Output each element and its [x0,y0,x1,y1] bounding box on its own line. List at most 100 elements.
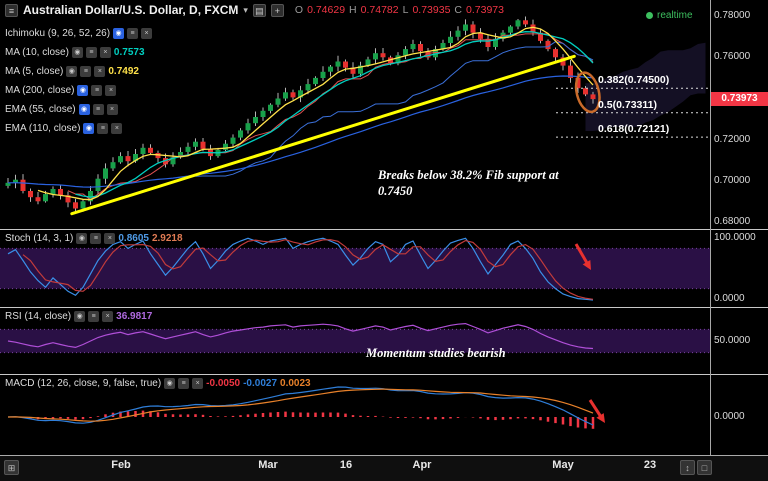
visibility-icon[interactable]: ◉ [83,122,95,134]
candle-body [463,24,468,31]
rsi-legend[interactable]: RSI (14, close) ◉ ≡ × 36.9817 [5,310,152,322]
panel-separator[interactable] [0,374,768,375]
indicator-label[interactable]: Ichimoku (9, 26, 52, 26) [5,27,111,39]
visibility-icon[interactable]: ◉ [76,232,88,244]
menu-icon[interactable]: ≡ [5,3,18,17]
time-axis-menu-icon[interactable]: ⊞ [4,460,19,475]
candle-body [560,57,566,66]
candle-body [50,189,56,195]
time-tick: 23 [643,459,657,471]
macd-legend[interactable]: MACD (12, 26, close, 9, false, true) ◉ ≡… [5,377,311,389]
candle-body [478,32,483,39]
visibility-icon[interactable]: ◉ [77,84,89,96]
candle-body [170,157,176,165]
macd-line-value: -0.0027 [243,377,278,389]
candle-body [290,92,296,98]
visibility-icon[interactable]: ◉ [66,65,78,77]
indicator-row-ma200[interactable]: MA (200, close) ◉ ≡ × [5,84,117,96]
indicator-label[interactable]: Stoch (14, 3, 1) [5,232,74,244]
candle-body [515,20,521,27]
close-icon[interactable]: × [105,84,117,96]
candle-body [455,30,461,37]
maximize-icon[interactable]: □ [697,460,712,475]
candle-body [253,117,258,124]
settings-icon[interactable]: ≡ [90,232,102,244]
settings-icon[interactable]: ≡ [97,122,109,134]
settings-icon[interactable]: ≡ [88,310,100,322]
settings-icon[interactable]: ≡ [91,84,103,96]
indicator-row-ema110[interactable]: EMA (110, close) ◉ ≡ × [5,122,123,134]
panel-separator[interactable] [0,229,768,230]
compare-icon[interactable]: + [270,3,284,17]
symbol-title[interactable]: Australian Dollar/U.S. Dollar, D, FXCM [23,3,239,17]
chart-canvas[interactable] [0,0,768,455]
indicator-row-ichimoku[interactable]: Ichimoku (9, 26, 52, 26) ◉ ≡ × [5,27,153,39]
close-icon[interactable]: × [102,310,114,322]
close-icon[interactable]: × [94,65,106,77]
close-icon[interactable]: × [106,103,118,115]
candle-body [448,36,453,43]
candle-body [35,197,41,202]
indicator-label[interactable]: MA (10, close) [5,46,69,58]
settings-icon[interactable]: ≡ [85,46,97,58]
candle-body [470,24,476,33]
close-icon[interactable]: × [141,27,153,39]
candle-body [268,104,273,111]
down-arrow [588,399,603,419]
candle-body [418,44,423,52]
indicator-label[interactable]: MA (200, close) [5,84,75,96]
indicator-row-ema55[interactable]: EMA (55, close) ◉ ≡ × [5,103,118,115]
settings-icon[interactable]: ≡ [92,103,104,115]
settings-icon[interactable]: ≡ [178,377,190,389]
candle-body [223,143,228,150]
visibility-icon[interactable]: ◉ [164,377,176,389]
candle-body [283,92,288,99]
close-icon[interactable]: × [192,377,204,389]
stoch-k-value: 0.8605 [118,232,149,244]
visibility-icon[interactable]: ◉ [78,103,90,115]
fib-break-annotation: Breaks below 38.2% Fib support at 0.7450 [378,168,559,199]
settings-icon[interactable]: ≡ [127,27,139,39]
close-icon[interactable]: × [111,122,123,134]
visibility-icon[interactable]: ◉ [74,310,86,322]
time-tick: Feb [111,459,131,471]
indicator-label[interactable]: RSI (14, close) [5,310,72,322]
indicator-label[interactable]: MA (5, close) [5,65,64,77]
visibility-icon[interactable]: ◉ [113,27,125,39]
indicator-row-ma5[interactable]: MA (5, close) ◉ ≡ × 0.7492 [5,65,139,77]
candle-body [553,49,558,58]
fib-break-annotation-line1: Breaks below 38.2% Fib support at [378,168,559,182]
chart-style-icon[interactable]: ▤ [252,3,266,17]
stoch-d-line [22,239,594,300]
indicator-label[interactable]: MACD (12, 26, close, 9, false, true) [5,377,162,389]
candle-body [523,20,528,25]
ma10-line [75,31,594,198]
candle-body [133,154,138,162]
low-label: L [402,4,409,16]
indicator-value: 0.7492 [108,65,139,77]
open-value: 0.74629 [307,4,346,16]
candle-body [343,61,348,68]
candle-body [313,77,318,85]
candle-body [395,55,401,64]
candle-body [485,38,491,47]
price-axis-separator[interactable] [710,0,711,455]
panel-separator[interactable] [0,307,768,308]
indicator-label[interactable]: EMA (110, close) [5,122,81,134]
settings-icon[interactable]: ≡ [80,65,92,77]
indicator-label[interactable]: EMA (55, close) [5,103,76,115]
chevron-down-icon[interactable]: ▾ [243,4,248,15]
time-axis[interactable]: ⊞ ↕ □ [0,455,768,481]
candle-body [230,137,236,144]
fib-label: 0.382(0.74500) [598,74,670,86]
stoch-legend[interactable]: Stoch (14, 3, 1) ◉ ≡ × 0.8605 2.9218 [5,232,183,244]
macd-hist-value: -0.0050 [206,377,241,389]
scale-icon[interactable]: ↕ [680,460,695,475]
close-icon[interactable]: × [99,46,111,58]
rsi-line [7,322,594,350]
stoch-tick: 100.0000 [714,232,756,243]
close-icon[interactable]: × [104,232,116,244]
indicator-row-ma10[interactable]: MA (10, close) ◉ ≡ × 0.7573 [5,46,145,58]
visibility-icon[interactable]: ◉ [71,46,83,58]
